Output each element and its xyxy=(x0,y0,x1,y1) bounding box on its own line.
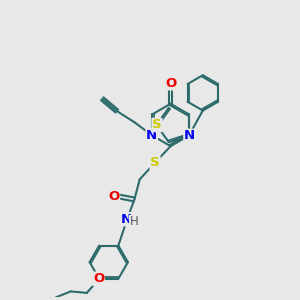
Text: O: O xyxy=(93,272,104,285)
Text: H: H xyxy=(129,215,138,228)
Text: S: S xyxy=(150,156,160,169)
Text: O: O xyxy=(165,77,176,90)
Text: O: O xyxy=(108,190,119,203)
Text: N: N xyxy=(146,129,157,142)
Text: N: N xyxy=(184,129,195,142)
Text: S: S xyxy=(152,118,162,131)
Text: N: N xyxy=(120,213,131,226)
